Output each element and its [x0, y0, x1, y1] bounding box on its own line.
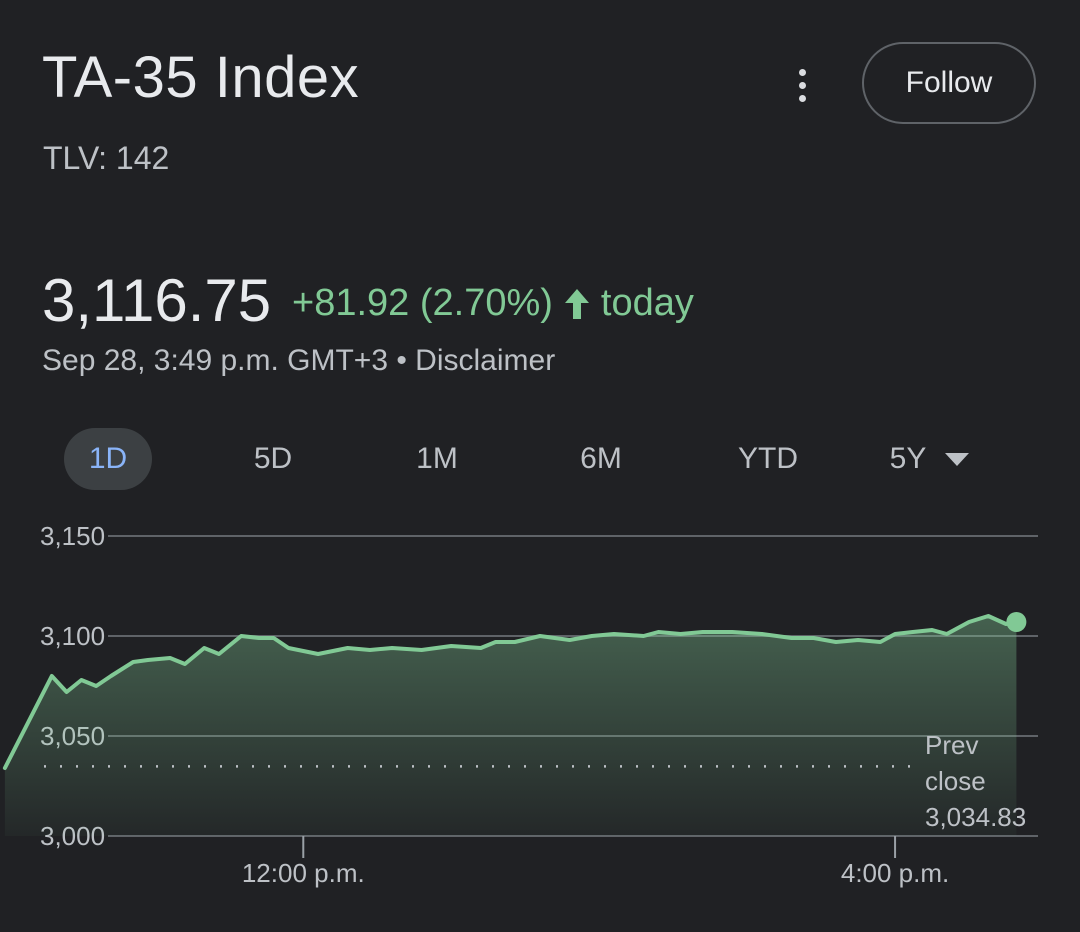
follow-button[interactable]: Follow — [862, 42, 1036, 124]
ticker-symbol: TLV: 142 — [43, 140, 170, 176]
x-tick-label: 12:00 p.m. — [242, 858, 365, 888]
x-tick-label: 4:00 p.m. — [841, 858, 949, 888]
tab-1d[interactable]: 1D — [64, 428, 152, 490]
prev-close-label: Prev close 3,034.83 — [925, 730, 1026, 832]
tab-label: YTD — [738, 442, 798, 475]
change-value: +81.92 (2.70%) — [292, 282, 553, 324]
tab-label: 1D — [88, 442, 128, 475]
timestamp-disclaimer: Sep 28, 3:49 p.m. GMT+3 • Disclaimer — [42, 344, 556, 377]
menu-dot — [798, 94, 806, 102]
tab-label: 1M — [416, 442, 458, 475]
prev-close-text: Prev — [925, 730, 978, 760]
arrow-up-icon — [564, 288, 589, 319]
tab-5d[interactable]: 5D — [230, 428, 316, 490]
page-title: TA-35 Index — [42, 45, 360, 110]
menu-dot — [798, 81, 806, 89]
prev-close-text: 3,034.83 — [925, 802, 1026, 832]
current-price: 3,116.75 — [42, 267, 272, 334]
y-tick-label: 3,150 — [40, 521, 105, 551]
period-label: today — [600, 282, 694, 324]
y-tick-label: 3,100 — [40, 621, 105, 651]
last-price-dot[interactable] — [1006, 612, 1027, 632]
tab-1m[interactable]: 1M — [394, 428, 480, 490]
price-line — [2, 614, 1019, 770]
tab-label: 5D — [253, 442, 293, 475]
x-axis-labels: 12:00 p.m. 4:00 p.m. — [242, 836, 949, 888]
more-vert-icon[interactable] — [784, 62, 820, 108]
tab-ytd[interactable]: YTD — [720, 428, 816, 490]
menu-dot — [798, 68, 806, 76]
price-area — [4, 616, 1017, 836]
tab-6m[interactable]: 6M — [558, 428, 644, 490]
tab-label: 6M — [580, 442, 622, 475]
tab-label: 5Y — [889, 442, 927, 475]
tab-5y[interactable]: 5Y — [870, 428, 990, 490]
triangle-down-icon[interactable] — [944, 451, 970, 467]
price-change: +81.92 (2.70%) today — [292, 282, 694, 325]
prev-close-text: close — [925, 766, 986, 796]
